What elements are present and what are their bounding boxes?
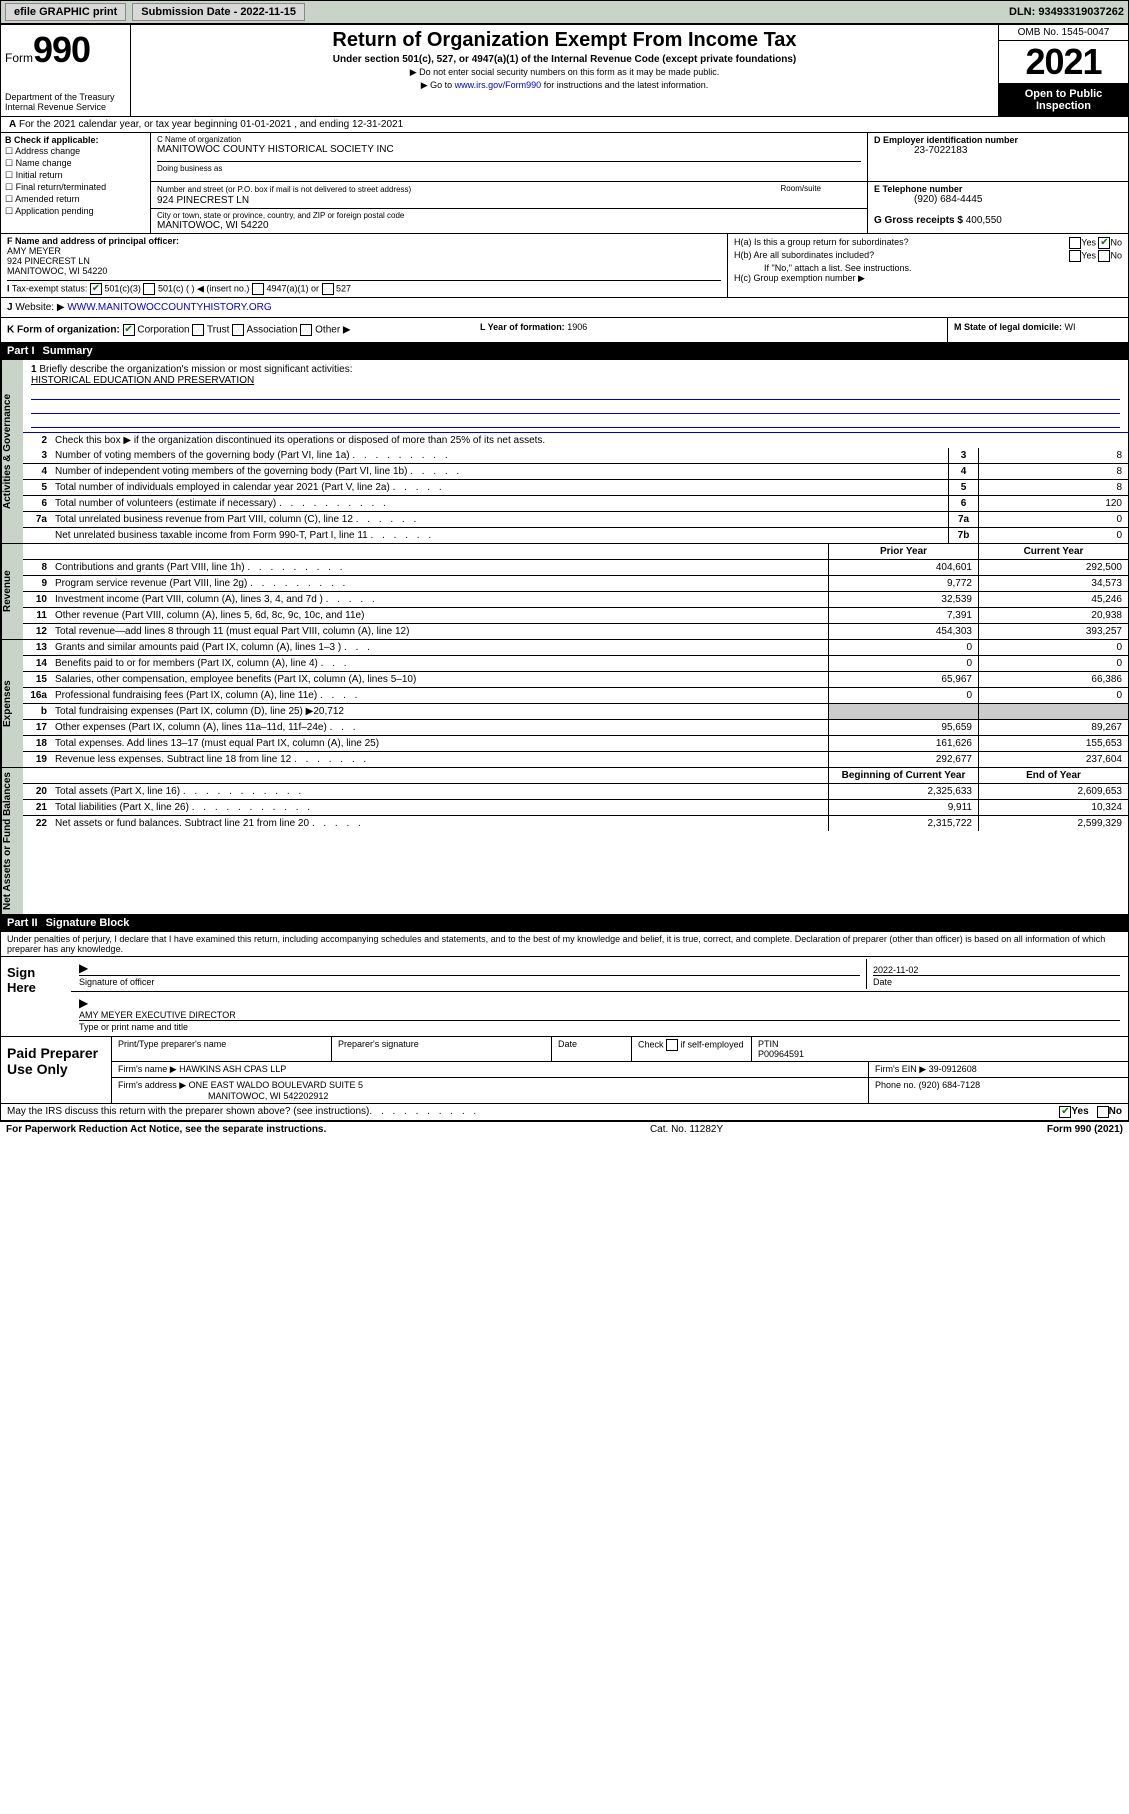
sig-date: 2022-11-02: [873, 965, 1120, 975]
mission-text: HISTORICAL EDUCATION AND PRESERVATION: [31, 375, 254, 386]
line7a-val: 0: [978, 512, 1128, 527]
line7b-val: 0: [978, 528, 1128, 543]
state-domicile: M State of legal domicile: WI: [948, 318, 1128, 342]
perjury-note: Under penalties of perjury, I declare th…: [1, 932, 1128, 957]
row-a-tax-year: A For the 2021 calendar year, or tax yea…: [1, 117, 1128, 133]
chk-initial-return[interactable]: ☐ Initial return: [5, 170, 146, 181]
phone-value: (920) 684-4445: [874, 194, 1122, 205]
chk-corp[interactable]: [123, 324, 135, 336]
form-header: Form 990 Department of the Treasury Inte…: [1, 25, 1128, 117]
firm-name: HAWKINS ASH CPAS LLP: [179, 1064, 286, 1074]
chk-app-pending[interactable]: ☐ Application pending: [5, 206, 146, 217]
sign-here-label: Sign Here: [1, 957, 71, 1036]
year-formation: L Year of formation: 1906: [474, 318, 948, 342]
line4-val: 8: [978, 464, 1128, 479]
form-subtitle: Under section 501(c), 527, or 4947(a)(1)…: [139, 54, 990, 65]
street-block: Number and street (or P.O. box if mail i…: [151, 182, 867, 209]
goto-link[interactable]: www.irs.gov/Form990: [455, 80, 542, 90]
chk-final-return[interactable]: ☐ Final return/terminated: [5, 182, 146, 193]
mission-block: 1 Briefly describe the organization's mi…: [23, 360, 1128, 433]
tax-year: 2021: [999, 41, 1128, 83]
page-footer: For Paperwork Reduction Act Notice, see …: [0, 1122, 1129, 1137]
chk-4947[interactable]: [252, 283, 264, 295]
city-block: City or town, state or province, country…: [151, 209, 867, 233]
discuss-yes[interactable]: [1059, 1106, 1071, 1118]
chk-other[interactable]: [300, 324, 312, 336]
ha-yes[interactable]: [1069, 237, 1081, 249]
goto-note: ▶ Go to www.irs.gov/Form990 for instruct…: [139, 80, 990, 91]
group-return-block: H(a) Is this a group return for subordin…: [728, 234, 1128, 297]
form-number: Form 990: [5, 29, 126, 71]
paid-preparer-label: Paid Preparer Use Only: [1, 1037, 111, 1103]
principal-officer: F Name and address of principal officer:…: [1, 234, 728, 297]
line5-val: 8: [978, 480, 1128, 495]
firm-ein: 39-0912608: [929, 1064, 977, 1074]
discuss-no[interactable]: [1097, 1106, 1109, 1118]
ha-no[interactable]: [1098, 237, 1110, 249]
part2-header: Part IISignature Block: [1, 915, 1128, 932]
gross-receipts: 400,550: [966, 215, 1002, 226]
top-toolbar: efile GRAPHIC print Submission Date - 20…: [0, 0, 1129, 24]
strip-activities: Activities & Governance: [1, 360, 23, 543]
chk-address-change[interactable]: ☐ Address change: [5, 146, 146, 157]
dln-label: DLN: 93493319037262: [1009, 6, 1124, 18]
open-to-public: Open to Public Inspection: [999, 83, 1128, 116]
city-state-zip: MANITOWOC, WI 54220: [157, 220, 861, 231]
submission-date-field: Submission Date - 2022-11-15: [132, 3, 305, 21]
chk-amended[interactable]: ☐ Amended return: [5, 194, 146, 205]
form-title: Return of Organization Exempt From Incom…: [139, 29, 990, 52]
website-row: J Website: ▶ WWW.MANITOWOCCOUNTYHISTORY.…: [1, 298, 1128, 318]
org-name: MANITOWOC COUNTY HISTORICAL SOCIETY INC: [157, 144, 861, 155]
strip-revenue: Revenue: [1, 544, 23, 639]
part1-header: Part ISummary: [1, 343, 1128, 360]
org-name-block: C Name of organization MANITOWOC COUNTY …: [151, 133, 868, 182]
ein-value: 23-7022183: [874, 145, 1122, 156]
ein-block: D Employer identification number 23-7022…: [868, 133, 1128, 182]
omb-number: OMB No. 1545-0047: [999, 25, 1128, 41]
website-link[interactable]: WWW.MANITOWOCCOUNTYHISTORY.ORG: [67, 302, 271, 313]
chk-trust[interactable]: [192, 324, 204, 336]
form-of-org: K Form of organization: Corporation Trus…: [1, 318, 474, 342]
line6-val: 120: [978, 496, 1128, 511]
section-b-checkboxes: B Check if applicable: ☐ Address change …: [1, 133, 151, 233]
officer-name: AMY MEYER EXECUTIVE DIRECTOR: [79, 1010, 1120, 1020]
chk-assoc[interactable]: [232, 324, 244, 336]
firm-phone: (920) 684-7128: [919, 1080, 981, 1090]
chk-self-employed[interactable]: [666, 1039, 678, 1051]
strip-expenses: Expenses: [1, 640, 23, 767]
strip-net-assets: Net Assets or Fund Balances: [1, 768, 23, 914]
chk-501c3[interactable]: [90, 283, 102, 295]
street-address: 924 PINECREST LN: [157, 195, 861, 206]
hb-yes[interactable]: [1069, 250, 1081, 262]
line3-val: 8: [978, 448, 1128, 463]
do-not-note: ▶ Do not enter social security numbers o…: [139, 67, 990, 78]
ptin-value: P00964591: [758, 1049, 804, 1059]
hb-no[interactable]: [1098, 250, 1110, 262]
chk-name-change[interactable]: ☐ Name change: [5, 158, 146, 169]
chk-501c[interactable]: [143, 283, 155, 295]
may-discuss-row: May the IRS discuss this return with the…: [1, 1104, 1128, 1121]
efile-print-button[interactable]: efile GRAPHIC print: [5, 3, 126, 21]
chk-527[interactable]: [322, 283, 334, 295]
department-label: Department of the Treasury Internal Reve…: [5, 92, 126, 112]
